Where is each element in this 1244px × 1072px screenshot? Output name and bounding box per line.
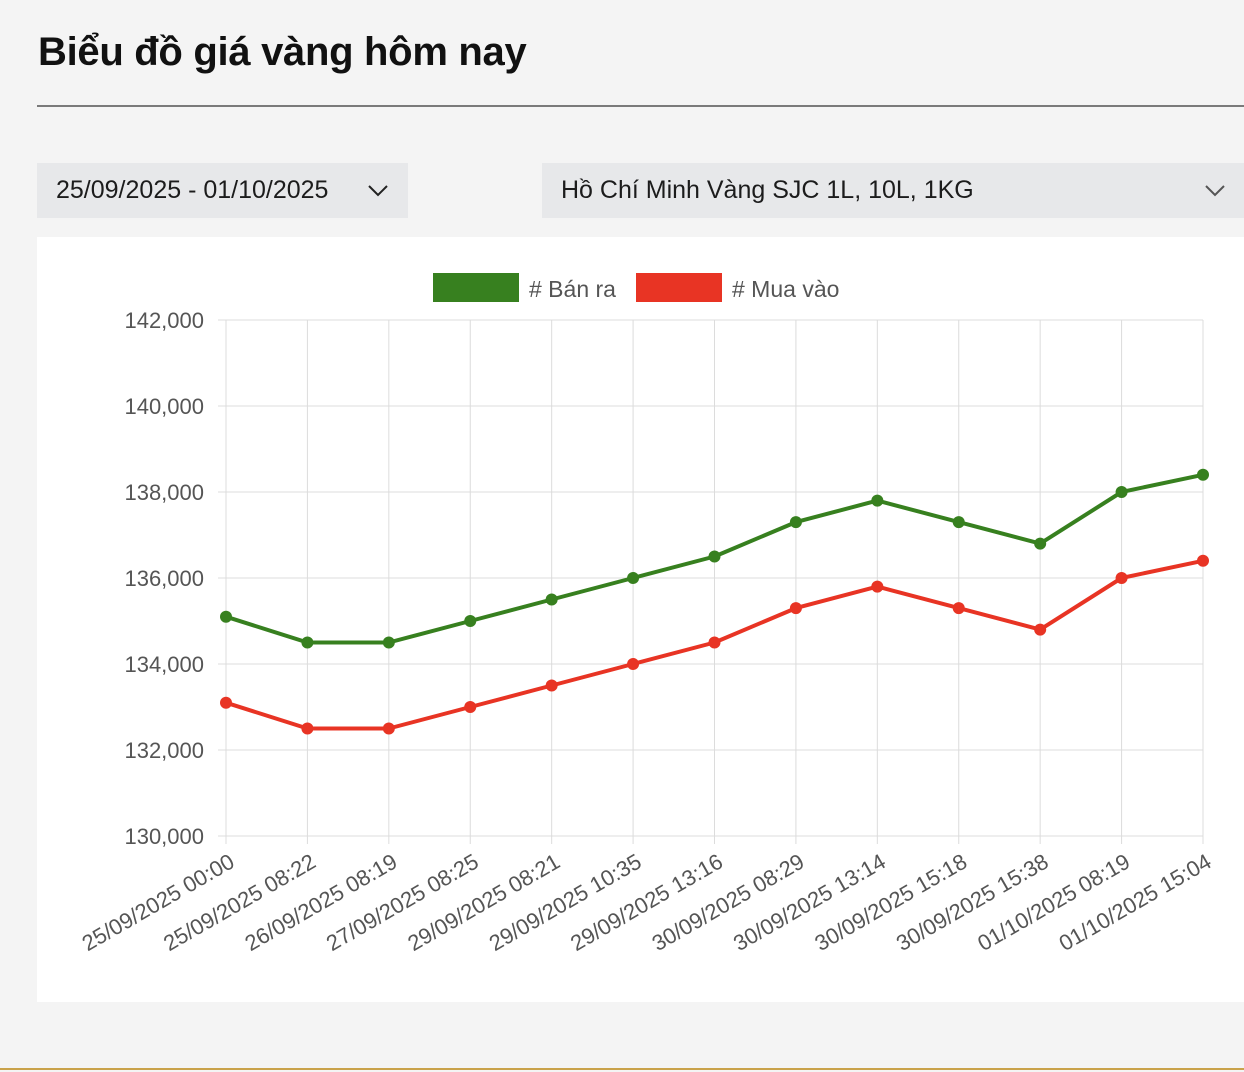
series-1-point [789, 516, 802, 529]
series-1-point [627, 572, 640, 584]
series-2-point [1034, 623, 1047, 636]
y-tick-label: 142,000 [124, 308, 204, 333]
series-1-point [220, 610, 232, 623]
series-1-point [1197, 468, 1209, 481]
series-2-point [871, 580, 884, 593]
series-1-point [464, 615, 477, 627]
legend-swatch-1 [433, 273, 519, 302]
y-tick-label: 140,000 [124, 394, 204, 419]
series-1-point [545, 593, 558, 606]
series-1-point [382, 636, 395, 649]
location-select[interactable]: Hồ Chí Minh Vàng SJC 1L, 10L, 1KG [542, 163, 1244, 218]
legend-label-2: # Mua vào [732, 276, 839, 302]
series-2-point [789, 602, 802, 615]
y-tick-label: 132,000 [124, 738, 204, 763]
series-1-point [1034, 537, 1047, 550]
chart-card: 130,000 132,000 134,000 136,000 138,000 140,0… [37, 237, 1244, 1002]
series-2-point [301, 722, 314, 735]
chevron-down-icon [1205, 184, 1225, 196]
series-2-point [1115, 572, 1128, 584]
series-1-point [301, 636, 314, 649]
series-2-point [545, 679, 558, 692]
date-range-select[interactable]: 25/09/2025 - 01/10/2025 [37, 163, 408, 218]
chevron-down-icon [368, 184, 388, 196]
legend-swatch-2 [636, 273, 722, 302]
title-divider [37, 105, 1244, 107]
y-tick-label: 138,000 [124, 480, 204, 505]
date-range-value: 25/09/2025 - 01/10/2025 [56, 176, 329, 204]
bottom-divider [0, 1068, 1244, 1070]
series-2-point [952, 602, 965, 615]
series-2-point [627, 658, 640, 670]
page-title: Biểu đồ giá vàng hôm nay [38, 30, 527, 74]
series-2-point [382, 722, 395, 735]
location-value: Hồ Chí Minh Vàng SJC 1L, 10L, 1KG [561, 176, 974, 204]
series-1-point [708, 550, 721, 563]
series-2-point [708, 636, 721, 649]
y-tick-label: 134,000 [124, 652, 204, 677]
x-tick-label: 01/10/2025 15:04 [1055, 849, 1216, 956]
price-line-chart: 130,000 132,000 134,000 136,000 138,000 140,0… [78, 273, 1216, 956]
series-2-point [1197, 554, 1209, 567]
y-tick-label: 136,000 [124, 566, 204, 591]
series-2-point [464, 701, 477, 713]
series-1-point [952, 516, 965, 529]
series-1-point [871, 494, 884, 507]
series-1-point [1115, 486, 1128, 498]
legend-label-1: # Bán ra [529, 276, 616, 302]
y-tick-label: 130,000 [124, 824, 204, 849]
series-2-point [220, 696, 232, 709]
